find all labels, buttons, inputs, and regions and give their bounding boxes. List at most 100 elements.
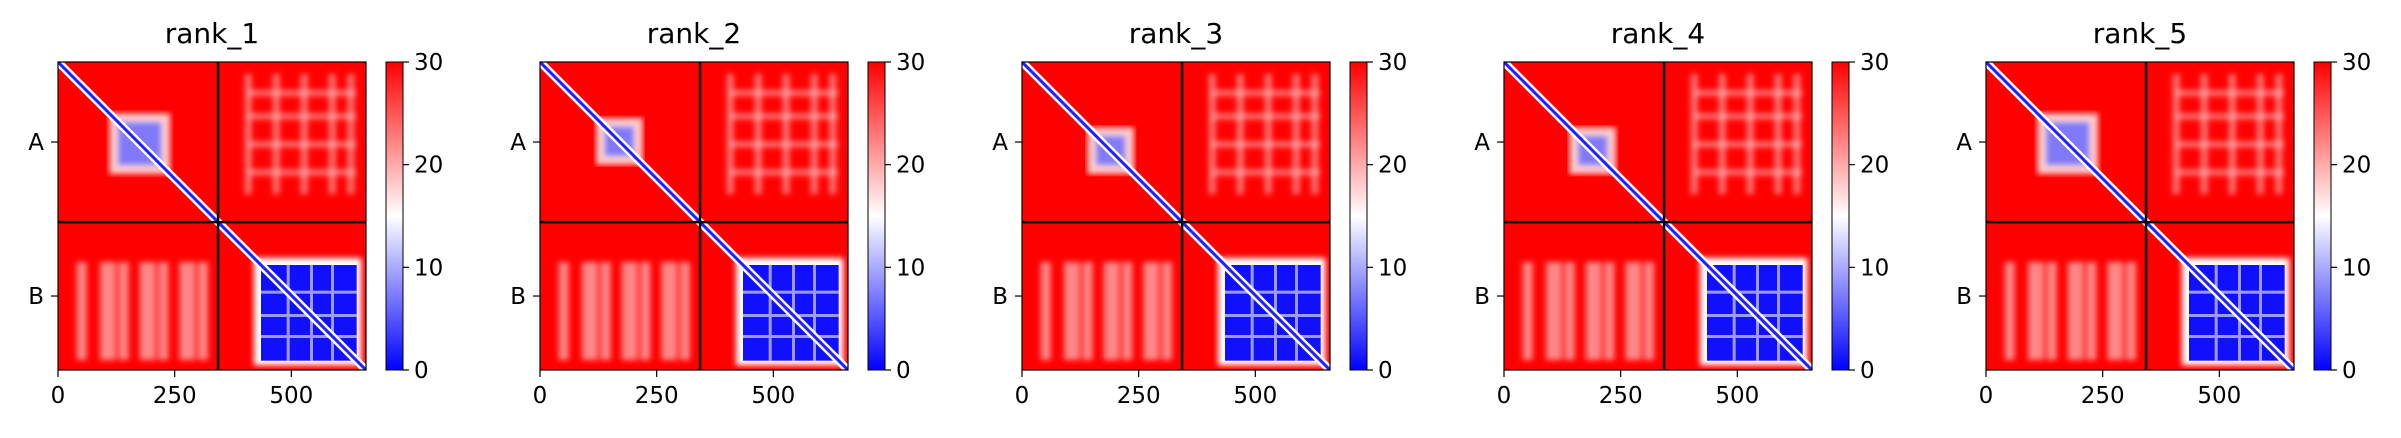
off-diagonal-band: [248, 141, 356, 148]
heatmap: [1022, 62, 1330, 370]
x-tick-label: 250: [1117, 383, 1161, 409]
off-diagonal-band: [1694, 113, 1802, 120]
heatmap: [58, 62, 366, 370]
off-diagonal-band: [2176, 169, 2284, 176]
y-tick-label: A: [510, 130, 526, 156]
b-block-line: [768, 265, 772, 361]
colorbar: [385, 61, 404, 371]
b-block-line: [1295, 265, 1298, 361]
b-block-line: [1250, 265, 1254, 361]
off-diagonal-band: [272, 74, 280, 195]
colorbar: [1831, 61, 1850, 371]
colorbar: [867, 61, 886, 371]
off-diagonal-band: [1774, 74, 1782, 195]
colorbar-tick-label: 0: [1860, 358, 1875, 384]
x-tick-label: 250: [2081, 383, 2125, 409]
y-tick-label: B: [28, 284, 44, 310]
off-diagonal-band: [782, 74, 790, 195]
b-block-line: [261, 290, 357, 294]
x-tick-label: 0: [51, 383, 66, 409]
off-diagonal-band: [810, 74, 818, 195]
off-diagonal-band: [76, 262, 87, 360]
x-tick-label: 500: [751, 383, 795, 409]
b-block-line: [2189, 290, 2285, 294]
panel-3: rank_3 0 250 500 A B 0 10 20 30: [992, 17, 1407, 409]
diagonal: [1022, 62, 1330, 370]
off-diagonal-band: [1292, 74, 1300, 195]
off-diagonal-band: [244, 74, 252, 195]
off-diagonal-band: [248, 169, 356, 176]
off-diagonal-band: [248, 113, 356, 120]
colorbar-tick-label: 20: [1860, 153, 1889, 179]
off-diagonal-band: [300, 74, 308, 195]
off-diagonal-band: [1264, 74, 1272, 195]
colorbar-tick-label: 10: [414, 255, 443, 281]
off-diagonal-band: [1082, 262, 1093, 360]
x-tick-label: 500: [1233, 383, 1277, 409]
panel-2: rank_2 0 250 500 A B 0 10 20 30: [510, 17, 925, 409]
off-diagonal-band: [158, 262, 169, 360]
colorbar-tick-label: 10: [1860, 255, 1889, 281]
y-tick-label: A: [1474, 130, 1490, 156]
y-tick-label: B: [992, 284, 1008, 310]
y-tick-label: B: [510, 284, 526, 310]
b-block-line: [1225, 290, 1321, 294]
heatmap: [1504, 62, 1812, 370]
off-diagonal-band: [100, 262, 116, 360]
panel-title: rank_5: [2093, 17, 2187, 50]
off-diagonal-band: [2126, 262, 2136, 360]
b-block-line: [743, 335, 839, 338]
off-diagonal-band: [2275, 74, 2283, 195]
off-diagonal-band: [1212, 90, 1320, 96]
colorbar: [2313, 61, 2332, 371]
colorbar-tick-label: 0: [1378, 358, 1393, 384]
off-diagonal-band: [680, 262, 690, 360]
y-tick-label: A: [28, 130, 44, 156]
colorbar-tick-label: 0: [414, 358, 429, 384]
off-diagonal-band: [179, 262, 196, 360]
off-diagonal-band: [558, 262, 569, 360]
y-tick-label: B: [1956, 284, 1972, 310]
colorbar: [1349, 61, 1368, 371]
off-diagonal-band: [661, 262, 678, 360]
x-tick-label: 250: [635, 383, 679, 409]
off-diagonal-band: [1585, 262, 1602, 360]
y-tick-label: A: [1956, 130, 1972, 156]
diagonal: [1986, 62, 2294, 370]
b-block-line: [743, 290, 839, 294]
off-diagonal-band: [1746, 74, 1754, 195]
off-diagonal-band: [1103, 262, 1120, 360]
plot-frame: [1985, 61, 2295, 371]
colorbar-tick-label: 0: [896, 358, 911, 384]
colorbar-tick-label: 30: [1378, 50, 1407, 76]
off-diagonal-band: [1644, 262, 1654, 360]
heatmap-texture: [76, 74, 356, 360]
diagonal: [1504, 62, 1812, 370]
off-diagonal-band: [1694, 141, 1802, 148]
panel-title: rank_4: [1611, 17, 1705, 50]
off-diagonal-band: [248, 90, 356, 96]
panel-title: rank_2: [647, 17, 741, 50]
colorbar-tick-label: 30: [1860, 50, 1889, 76]
plot-frame: [1021, 61, 1331, 371]
off-diagonal-band: [1162, 262, 1172, 360]
off-diagonal-band: [640, 262, 651, 360]
off-diagonal-band: [2176, 141, 2284, 148]
x-tick-label: 250: [153, 383, 197, 409]
b-block-line: [1707, 290, 1803, 294]
colorbar-tick-label: 10: [1378, 255, 1407, 281]
colorbar-tick-label: 0: [2342, 358, 2357, 384]
heatmap-texture: [1522, 74, 1802, 360]
b-block-line: [1225, 335, 1321, 338]
off-diagonal-band: [139, 262, 156, 360]
heatmap: [1986, 62, 2294, 370]
off-diagonal-band: [2067, 262, 2084, 360]
off-diagonal-band: [2004, 262, 2015, 360]
colorbar-tick-label: 20: [896, 153, 925, 179]
off-diagonal-band: [1604, 262, 1615, 360]
y-tick-label: A: [992, 130, 1008, 156]
off-diagonal-band: [2176, 113, 2284, 120]
off-diagonal-band: [1564, 262, 1575, 360]
off-diagonal-band: [1546, 262, 1562, 360]
